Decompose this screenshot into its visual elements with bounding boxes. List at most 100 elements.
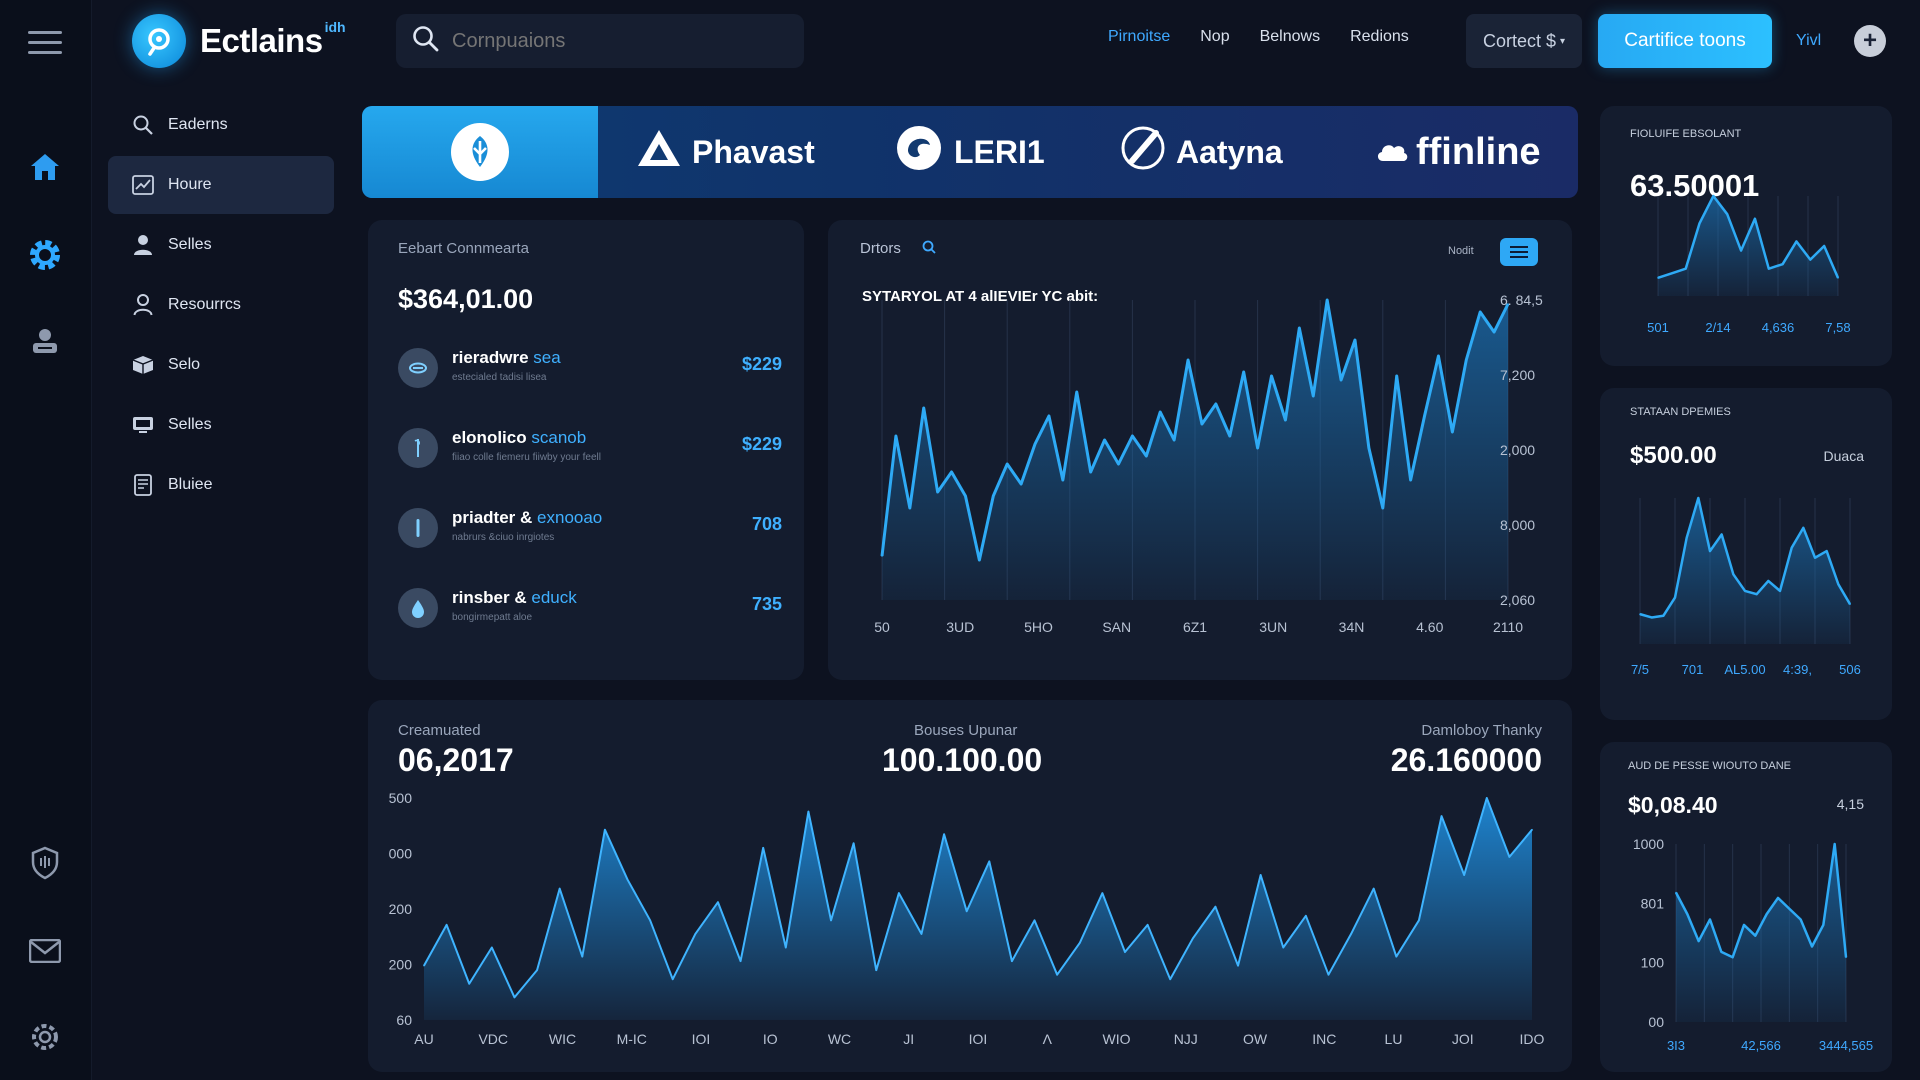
box-icon xyxy=(132,354,154,376)
brand-aatyna[interactable]: Aatyna xyxy=(1120,106,1283,198)
top-nav: Pirnoitse Nop Belnows Redions xyxy=(1108,28,1439,46)
data-point xyxy=(1684,267,1687,270)
data-point xyxy=(1686,913,1689,915)
x-tick-label: WIC xyxy=(549,1031,576,1047)
data-point xyxy=(1781,263,1784,265)
link-icon xyxy=(398,348,438,388)
data-point xyxy=(1312,395,1315,397)
x-tick-label: 2110 xyxy=(1493,619,1523,635)
sidebar-item-resources[interactable]: Resourrcs xyxy=(108,276,334,334)
data-point xyxy=(1639,613,1641,615)
data-point xyxy=(1671,272,1673,275)
brand-tile-active[interactable] xyxy=(362,106,598,198)
list-item[interactable]: priadter & exnooao nabrurs &ciuo inrgiot… xyxy=(398,504,782,552)
data-point xyxy=(1256,447,1259,449)
x-tick-label: 501 xyxy=(1647,320,1669,335)
data-point xyxy=(1712,195,1715,197)
summary-label-1: Creamuated xyxy=(398,722,481,739)
list-item[interactable]: rieradwre sea estecialed tadisi lisea $2… xyxy=(398,344,782,392)
data-point xyxy=(1124,951,1126,953)
menu-icon[interactable] xyxy=(22,20,68,66)
search-bar xyxy=(396,14,804,68)
list-icon[interactable] xyxy=(1500,238,1538,266)
data-point xyxy=(1726,213,1729,215)
contact-label: Cortect $ xyxy=(1482,30,1556,51)
x-tick-label: OW xyxy=(1243,1031,1268,1047)
sidebar-item-selo[interactable]: Selo xyxy=(108,336,334,394)
data-point xyxy=(898,892,900,894)
cta-button[interactable]: Cartifice toons xyxy=(1598,14,1772,68)
y-tick-label: 7,200 xyxy=(1500,367,1535,383)
brand-phavast[interactable]: Phavast xyxy=(636,106,815,198)
add-button[interactable]: + xyxy=(1854,25,1886,57)
series-area xyxy=(1676,844,1846,1022)
y-tick-label: 2,000 xyxy=(1500,442,1535,458)
brand-leri1[interactable]: LERI1 xyxy=(894,106,1045,198)
series-line xyxy=(423,797,1533,999)
data-point xyxy=(1822,924,1825,926)
data-point xyxy=(1685,537,1688,539)
user-link[interactable]: Yivl xyxy=(1796,32,1822,49)
sidebar-item-label: Selo xyxy=(168,356,201,373)
data-point xyxy=(1802,527,1805,529)
data-point xyxy=(895,435,897,437)
mail-icon[interactable] xyxy=(22,928,68,974)
data-point xyxy=(1720,533,1723,536)
nav-item-redions[interactable]: Redions xyxy=(1350,28,1409,45)
contact-dropdown[interactable]: Cortect $ ▾ xyxy=(1466,14,1582,68)
data-point xyxy=(1298,327,1301,329)
sidebar-item-selles-2[interactable]: Selles xyxy=(108,396,334,454)
sidebar-item-selles[interactable]: Selles xyxy=(108,216,334,274)
x-tick-label: 4:39, xyxy=(1783,662,1812,677)
y-tick-label: 100 xyxy=(1641,955,1665,971)
monitor-icon xyxy=(132,414,154,436)
app-logo[interactable]: Ectlains idh xyxy=(132,14,346,68)
brand-ffinline[interactable]: ffinline xyxy=(1374,106,1541,198)
card-title: Stataan Dpemies xyxy=(1630,406,1731,418)
data-point xyxy=(445,924,448,926)
sidebar-item-eaderns[interactable]: Eaderns xyxy=(108,96,334,154)
row-title: priadter & exnooao xyxy=(452,508,603,527)
x-tick-label: IOI xyxy=(969,1031,988,1047)
sidebar-item-bluiee[interactable]: Bluiee xyxy=(108,456,334,514)
data-point xyxy=(1825,550,1828,552)
data-point xyxy=(604,828,606,831)
y-tick-label: 801 xyxy=(1641,895,1665,911)
data-point xyxy=(1675,891,1677,894)
nav-item-pirnoitse[interactable]: Pirnoitse xyxy=(1108,28,1171,45)
data-point xyxy=(950,471,953,473)
card-value: $500.00 xyxy=(1630,442,1717,469)
data-point xyxy=(626,878,629,881)
data-point xyxy=(536,969,538,971)
data-point xyxy=(1709,550,1711,552)
gear-icon[interactable] xyxy=(22,232,68,278)
brand-name: ffinline xyxy=(1416,130,1541,173)
data-point xyxy=(762,847,764,849)
data-point xyxy=(1146,924,1149,926)
home-icon[interactable] xyxy=(22,144,68,190)
settings-icon[interactable] xyxy=(22,1014,68,1060)
data-point xyxy=(1340,379,1342,381)
nav-item-belnows[interactable]: Belnows xyxy=(1259,28,1321,45)
sidebar-item-houre[interactable]: Houre xyxy=(108,156,334,214)
data-point xyxy=(1790,546,1793,549)
nav-item-nop[interactable]: Nop xyxy=(1200,28,1230,45)
data-point xyxy=(1485,797,1488,799)
data-point xyxy=(920,933,923,935)
x-tick-label: 4.60 xyxy=(1416,619,1443,635)
shield-icon[interactable] xyxy=(22,840,68,886)
person-badge-icon[interactable] xyxy=(22,318,68,364)
x-tick-label: 42,566 xyxy=(1741,1038,1781,1053)
y-tick-label: 60 xyxy=(396,1012,412,1028)
y-tick-label: 000 xyxy=(389,846,413,862)
data-point xyxy=(423,964,425,967)
data-point xyxy=(875,969,878,971)
list-item[interactable]: elonolico scanob fiiao colle fiemeru fii… xyxy=(398,424,782,472)
data-point xyxy=(1173,439,1175,441)
search-input[interactable] xyxy=(452,29,772,53)
data-point xyxy=(1765,913,1768,915)
card-value: $0,08.40 xyxy=(1628,792,1718,818)
list-item[interactable]: rinsber & educk bongirmepatt aloe 735 xyxy=(398,584,782,632)
row-subtitle: estecialed tadisi lisea xyxy=(452,372,547,383)
search-icon[interactable] xyxy=(922,240,936,259)
